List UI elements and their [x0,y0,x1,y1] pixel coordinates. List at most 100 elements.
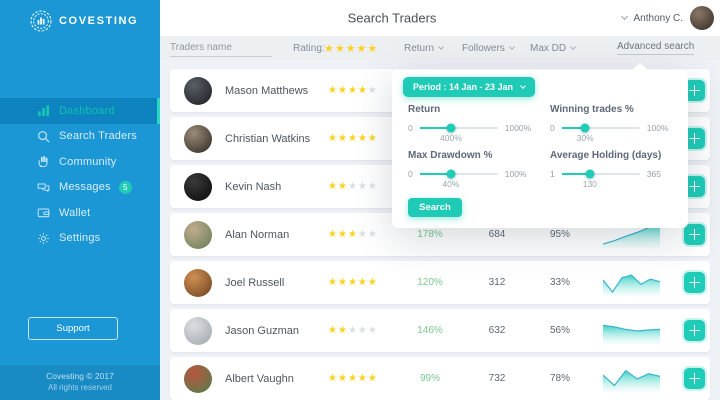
user-name: Anthony C. [633,12,683,24]
star-icon: ★ [328,181,338,192]
star-icon: ★ [347,133,358,144]
trader-avatar [184,316,212,345]
trader-return: 146% [417,325,443,336]
rating-filter-label: Rating: [293,42,325,54]
slider-handle[interactable] [446,123,456,133]
follow-trader-button[interactable] [684,176,705,197]
return-filter-dropdown[interactable]: Return [404,36,444,60]
advanced-search-popup: Period : 14 Jan - 23 Jan Return 0 400% 1… [392,63,688,228]
star-icon: ★ [367,133,378,144]
trader-followers: 684 [488,229,506,240]
star-icon: ★ [337,181,348,192]
trader-sparkline [603,261,660,304]
trader-rating-stars: ★ ★ ★ ★ ★ [328,69,392,112]
support-button[interactable]: Support [28,317,118,340]
trader-row[interactable]: Jason Guzman ★ ★ ★ ★ ★ 146% 632 56% [170,309,710,352]
star-icon: ★ [324,42,335,55]
slider-track[interactable]: 130 [561,169,640,189]
sidebar-item-label: Settings [59,232,101,245]
slider-handle[interactable] [580,123,590,133]
slider-track[interactable]: 40% [419,169,498,189]
star-icon: ★ [357,277,368,288]
winning-trades-slider: Winning trades % 0 30% 100% [550,104,669,143]
star-icon: ★ [328,325,338,336]
wallet-icon [37,206,50,219]
sidebar-item-wallet[interactable]: Wallet [0,200,160,226]
period-select-button[interactable]: Period : 14 Jan - 23 Jan [403,77,536,97]
user-menu[interactable]: Anthony C. [620,0,714,36]
star-icon: ★ [357,85,368,96]
star-icon: ★ [337,277,348,288]
trader-followers: 632 [488,325,506,336]
copyright-text: Covesting © 2017 [46,371,114,381]
trader-name: Mason Matthews [225,84,309,97]
sidebar-footer: Covesting © 2017 All rights reserved [0,365,160,400]
follow-trader-button[interactable] [684,128,705,149]
average-holding-slider: Average Holding (days) 1 130 365 [550,150,662,189]
trader-avatar [184,76,212,105]
trader-rating-stars: ★ ★ ★ ★ ★ [328,309,392,352]
follow-trader-button[interactable] [684,368,705,389]
trader-avatar [184,124,212,153]
sidebar-item-search-traders[interactable]: Search Traders [0,124,160,150]
trader-row[interactable]: Albert Vaughn ★ ★ ★ ★ ★ 99% 732 78% [170,357,710,400]
trader-row[interactable]: Joel Russell ★ ★ ★ ★ ★ 120% 312 33% [170,261,710,304]
star-icon: ★ [367,373,378,384]
follow-trader-button[interactable] [684,80,705,101]
follow-trader-button[interactable] [684,320,705,341]
sidebar-nav: Dashboard Search Traders Community [0,98,160,251]
slider-track[interactable]: 30% [561,123,640,143]
dashboard-icon [37,104,50,117]
trader-avatar [184,364,212,393]
star-icon: ★ [357,373,368,384]
trader-name: Jason Guzman [225,324,299,337]
slider-handle[interactable] [446,169,456,179]
slider-track[interactable]: 400% [419,123,498,143]
return-slider: Return 0 400% 1000% [408,104,532,143]
trader-return: 99% [419,373,440,384]
trader-name-input[interactable] [170,39,272,57]
follow-trader-button[interactable] [684,224,705,245]
trader-return: 178% [417,229,443,240]
sidebar-item-label: Messages [59,181,111,194]
main-content: Search Traders Anthony C. Rating: ★★★★★ … [160,0,720,400]
trader-return: 120% [417,277,443,288]
star-icon: ★ [347,181,358,192]
trader-rating-stars: ★ ★ ★ ★ ★ [328,117,392,160]
sidebar-item-community[interactable]: Community [0,149,160,175]
chevron-down-icon [508,43,515,50]
brand-logo: COVESTING [30,10,138,32]
trader-avatar [184,220,212,249]
chevron-down-icon [520,83,526,89]
trader-sparkline [603,357,660,400]
star-icon: ★ [337,373,348,384]
chevron-down-icon [438,43,444,50]
trader-avatar [184,172,212,201]
search-button[interactable]: Search [408,198,462,217]
star-icon: ★ [328,85,338,96]
trader-win-rate: 56% [549,325,570,336]
brand-name: COVESTING [59,15,139,27]
settings-gear-icon [37,232,50,245]
trader-rating-stars: ★ ★ ★ ★ ★ [328,357,392,400]
trader-win-rate: 95% [549,229,570,240]
star-icon: ★ [367,181,378,192]
followers-filter-dropdown[interactable]: Followers [462,36,515,60]
star-icon: ★ [347,373,358,384]
sidebar-item-dashboard[interactable]: Dashboard [0,98,160,124]
star-icon: ★ [337,133,348,144]
star-icon: ★ [347,325,358,336]
sidebar-item-messages[interactable]: Messages 5 [0,175,160,201]
star-icon: ★ [337,85,348,96]
slider-handle[interactable] [585,169,595,179]
advanced-search-link[interactable]: Advanced search [617,36,695,60]
follow-trader-button[interactable] [684,272,705,293]
sidebar-item-settings[interactable]: Settings [0,226,160,252]
trader-name: Alan Norman [225,228,290,241]
maxdd-filter-dropdown[interactable]: Max DD [530,36,576,60]
trader-win-rate: 33% [549,277,570,288]
trader-name-filter [170,36,272,60]
user-avatar[interactable] [690,6,714,30]
star-icon: ★ [337,229,348,240]
rating-filter-stars[interactable]: ★ ★ ★ ★ ★ [324,36,378,60]
